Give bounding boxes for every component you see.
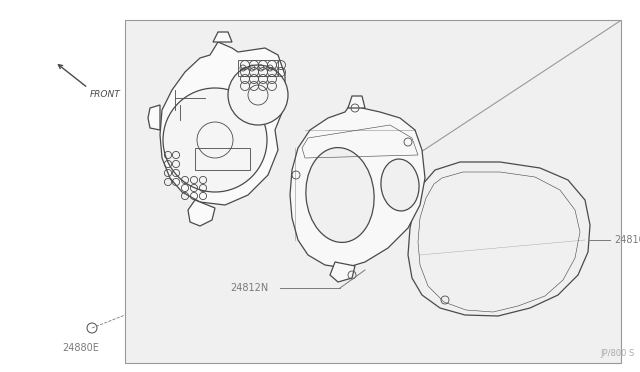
- Ellipse shape: [306, 148, 374, 243]
- Circle shape: [163, 88, 267, 192]
- Polygon shape: [148, 105, 160, 130]
- Text: FRONT: FRONT: [90, 90, 121, 99]
- Bar: [195, 148, 250, 170]
- Text: 24812N: 24812N: [230, 283, 268, 293]
- Polygon shape: [290, 102, 425, 268]
- Text: 24810: 24810: [614, 235, 640, 245]
- Bar: [238, 60, 278, 76]
- Text: JP/800 S: JP/800 S: [601, 349, 635, 358]
- Text: 24880E: 24880E: [62, 343, 99, 353]
- Polygon shape: [188, 200, 215, 226]
- Bar: [125, 20, 621, 363]
- Circle shape: [228, 65, 288, 125]
- Polygon shape: [213, 32, 232, 42]
- Ellipse shape: [381, 159, 419, 211]
- Polygon shape: [160, 42, 285, 205]
- Polygon shape: [330, 262, 355, 282]
- Polygon shape: [408, 162, 590, 316]
- Polygon shape: [348, 96, 365, 108]
